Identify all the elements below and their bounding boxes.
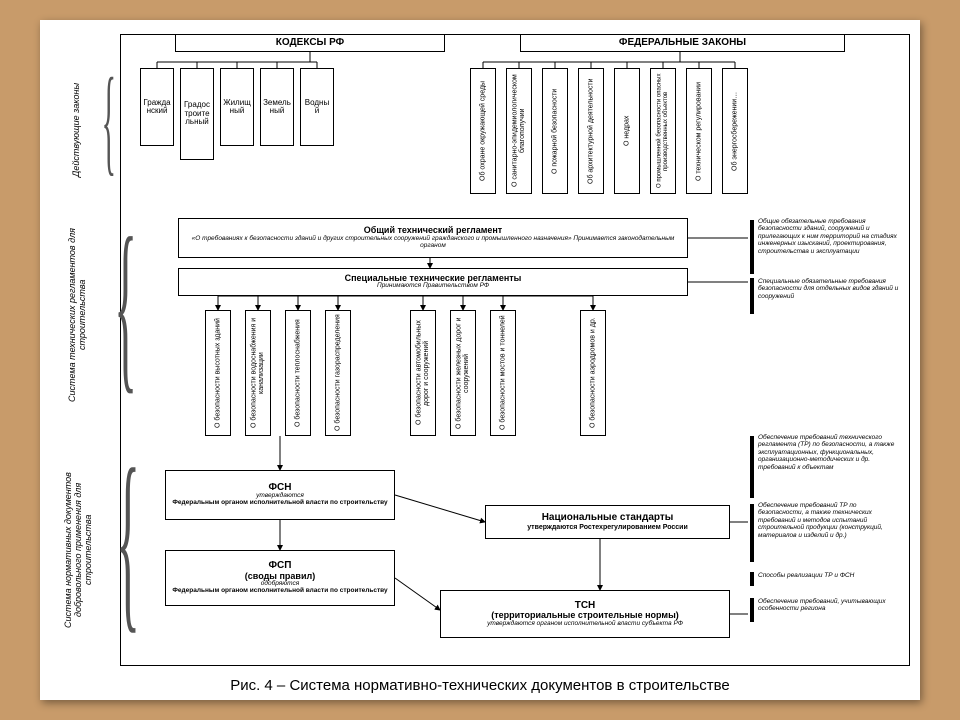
special-reglament: Специальные технические регламенты Прини… (178, 268, 688, 296)
note-2: Специальные обязательные требования безо… (758, 278, 902, 300)
law-1: Об охране окружающей среды (470, 68, 496, 194)
tick-4 (750, 504, 754, 562)
code-3: Жилищный (220, 68, 254, 146)
spec-2: О безопасности водоснабжения и канализац… (245, 310, 271, 436)
fsn-box: ФСН утверждаются Федеральным органом исп… (165, 470, 395, 520)
brace-2: { (114, 210, 137, 400)
figure-caption: Рис. 4 – Система нормативно-технических … (40, 677, 920, 694)
side-label-3: Система нормативных документов доброволь… (64, 450, 98, 650)
note-4: Обеспечение требований ТР по безопасност… (758, 502, 902, 539)
nat-title: Национальные стандарты (542, 513, 674, 524)
brace-3: { (116, 440, 140, 640)
page: КОДЕКСЫ РФ ФЕДЕРАЛЬНЫЕ ЗАКОНЫ Действующи… (40, 20, 920, 700)
tsn-box: ТСН (территориальные строительные нормы)… (440, 590, 730, 638)
law-3: О пожарной безопасности (542, 68, 568, 194)
special-sub: Принимаются Правительством РФ (377, 283, 489, 290)
side-label-1: Действующие законы (72, 70, 82, 190)
general-sub: «О требованиях к безопасности зданий и д… (181, 236, 685, 250)
code-2: Градостроительный (180, 68, 214, 160)
law-2: О санитарно-эпидемиологическом благополу… (506, 68, 532, 194)
fsp-sub2: Федеральным органом исполнительной власт… (172, 588, 387, 595)
note-5: Способы реализации ТР и ФСН (758, 572, 902, 579)
law-5: О недрах (614, 68, 640, 194)
nat-box: Национальные стандарты утверждаются Рост… (485, 505, 730, 539)
tick-6 (750, 598, 754, 622)
tick-3 (750, 436, 754, 498)
tick-1 (750, 220, 754, 274)
spec-8: О безопасности аэродромов и др. (580, 310, 606, 436)
spec-5: О безопасности автомобильных дорог и соо… (410, 310, 436, 436)
law-4: Об архитектурной деятельности (578, 68, 604, 194)
spec-1: О безопасности высотных зданий (205, 310, 231, 436)
law-6: О промышленной безопасности опасных прои… (650, 68, 676, 194)
spec-3: О безопасности теплоснабжения (285, 310, 311, 436)
side-label-2: Система технических регламентов для стро… (68, 215, 98, 415)
fsp-box: ФСП (своды правил) одобряются Федеральны… (165, 550, 395, 606)
tick-2 (750, 278, 754, 314)
law-7: О техническом регулировании (686, 68, 712, 194)
note-3: Обеспечение требований технического регл… (758, 434, 902, 471)
fsn-sub2: Федеральным органом исполнительной власт… (172, 500, 387, 507)
code-1: Гражданский (140, 68, 174, 146)
tick-5 (750, 572, 754, 586)
general-reglament: Общий технический регламент «О требовани… (178, 218, 688, 258)
spec-4: О безопасности газораспределения (325, 310, 351, 436)
code-4: Земельный (260, 68, 294, 146)
spec-6: О безопасности железных дорог и сооружен… (450, 310, 476, 436)
tsn-sub: утверждаются органом исполнительной влас… (487, 621, 683, 628)
code-5: Водный (300, 68, 334, 146)
brace-1: { (102, 60, 116, 180)
note-6: Обеспечение требований, учитывающих особ… (758, 598, 902, 613)
law-8: Об энергосбережении… (722, 68, 748, 194)
spec-7: О безопасности мостов и тоннелей (490, 310, 516, 436)
note-1: Общие обязательные требования безопаснос… (758, 218, 902, 255)
nat-sub: утверждаются Ростехрегулированием России (527, 524, 688, 531)
